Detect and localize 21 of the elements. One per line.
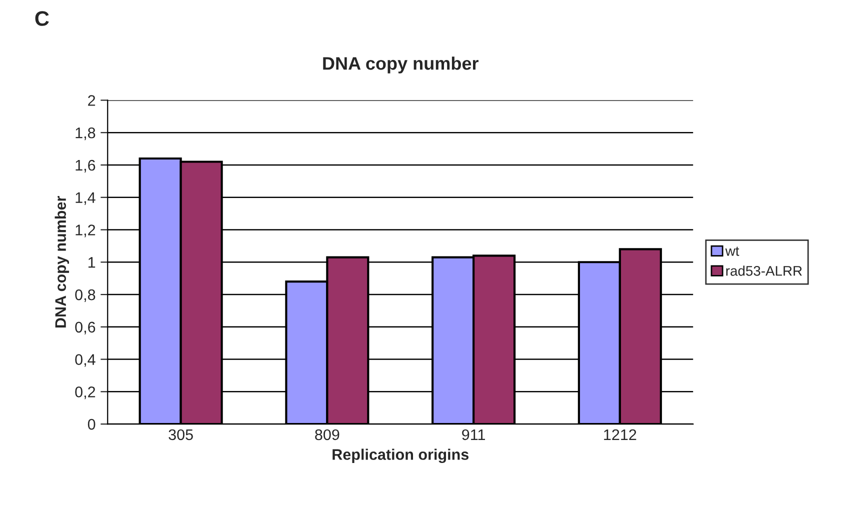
y-tick-label: 0,6: [75, 322, 96, 334]
x-tick-label: 809: [315, 429, 340, 440]
y-tick-label: 1,2: [76, 224, 96, 238]
x-tick-label: 911: [462, 429, 485, 440]
y-axis-title: DNA copy number: [54, 196, 70, 328]
y-tick-label: 1,4: [76, 192, 96, 205]
legend-label: wt: [725, 246, 740, 256]
y-tick-label: 0,4: [75, 354, 96, 367]
x-tick-label: 1212: [604, 429, 636, 440]
y-tick-label: 0: [88, 418, 96, 430]
y-tick-label: 2: [88, 95, 96, 106]
x-tick-label: 305: [168, 429, 193, 440]
x-axis-title: Replication origins: [332, 448, 468, 464]
chart-title: DNA copy number: [323, 56, 479, 74]
y-tick-label: 1,8: [76, 127, 96, 140]
y-tick-label: 1,6: [76, 160, 96, 172]
y-tick-label: 0,8: [75, 289, 96, 302]
y-tick-label: 1: [88, 257, 96, 268]
legend-label: rad53-ALRR: [726, 266, 802, 276]
y-tick-label: 0,2: [75, 386, 96, 400]
text: C: [35, 11, 49, 26]
